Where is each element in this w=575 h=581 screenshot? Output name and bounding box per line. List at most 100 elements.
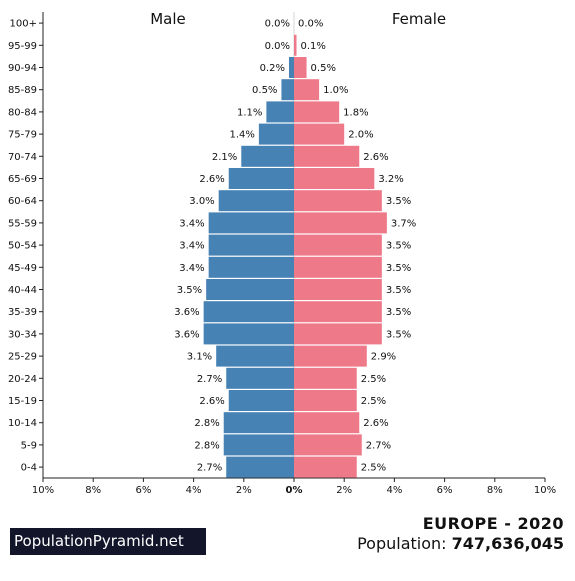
age-group-label: 35-39 [8, 307, 37, 318]
female-bar [294, 57, 307, 78]
population-total: Population: 747,636,045 [357, 534, 564, 553]
male-value-label: 0.0% [265, 19, 290, 30]
x-tick-label: 8% [487, 485, 503, 496]
male-value-label: 3.4% [179, 241, 204, 252]
age-group-label: 75-79 [8, 130, 37, 141]
female-value-label: 0.0% [298, 19, 323, 30]
female-bar [294, 101, 340, 123]
female-value-label: 0.5% [311, 63, 336, 74]
female-value-label: 2.5% [361, 374, 386, 385]
female-value-label: 3.5% [386, 263, 411, 274]
female-bar [294, 234, 382, 256]
x-tick-label: 4% [186, 485, 202, 496]
population-label: Population: [357, 534, 452, 553]
female-bar [294, 145, 360, 167]
female-value-label: 3.2% [378, 174, 403, 185]
female-bar [294, 34, 297, 56]
female-value-label: 1.0% [323, 85, 348, 96]
female-value-label: 3.5% [386, 329, 411, 340]
male-bar [203, 323, 294, 345]
age-group-label: 10-14 [8, 418, 37, 429]
age-group-label: 15-19 [8, 396, 37, 407]
age-group-label: 50-54 [8, 241, 37, 252]
male-bar [228, 390, 294, 411]
female-value-label: 1.8% [343, 107, 368, 118]
male-value-label: 3.6% [174, 307, 199, 318]
x-tick-label: 6% [135, 485, 151, 496]
male-value-label: 3.4% [179, 218, 204, 229]
female-value-label: 2.5% [361, 463, 386, 474]
female-value-label: 3.5% [386, 241, 411, 252]
x-tick-label: 6% [437, 485, 453, 496]
age-group-label: 60-64 [8, 196, 37, 207]
male-value-label: 2.7% [197, 374, 222, 385]
female-bar [294, 301, 382, 323]
female-bar [294, 123, 345, 145]
age-group-label: 100+ [10, 19, 37, 30]
male-value-label: 2.6% [199, 396, 224, 407]
female-bar [294, 434, 362, 456]
male-value-label: 2.7% [197, 463, 222, 474]
male-bar [241, 145, 294, 167]
female-bar [294, 367, 357, 389]
age-group-label: 55-59 [8, 218, 37, 229]
male-bar [226, 367, 294, 389]
male-value-label: 2.8% [194, 418, 219, 429]
male-bar [288, 57, 294, 78]
male-bar [216, 345, 294, 367]
female-bar [294, 390, 357, 411]
brand-logo[interactable]: PopulationPyramid.net [10, 528, 206, 555]
x-tick-label: 4% [386, 485, 402, 496]
male-value-label: 2.8% [194, 440, 219, 451]
female-bar [294, 456, 357, 478]
male-bar [281, 79, 294, 101]
age-group-label: 40-44 [8, 285, 37, 296]
male-bar [223, 412, 294, 434]
age-group-label: 0-4 [21, 463, 37, 474]
female-header: Female [392, 10, 446, 28]
male-value-label: 0.0% [265, 41, 290, 52]
age-group-label: 80-84 [8, 107, 37, 118]
region-year-title: EUROPE - 2020 [422, 514, 564, 533]
male-bar [206, 279, 294, 300]
female-value-label: 2.6% [363, 152, 388, 163]
age-group-label: 95-99 [8, 41, 37, 52]
male-header: Male [150, 10, 186, 28]
female-value-label: 2.5% [361, 396, 386, 407]
x-tick-label: 8% [85, 485, 101, 496]
female-bar [294, 168, 375, 189]
male-value-label: 3.1% [187, 352, 212, 363]
male-value-label: 2.1% [212, 152, 237, 163]
male-value-label: 0.5% [252, 85, 277, 96]
female-bar [294, 412, 360, 434]
male-bar [223, 434, 294, 456]
male-bar [228, 168, 294, 189]
female-value-label: 3.5% [386, 307, 411, 318]
male-bar [258, 123, 294, 145]
female-value-label: 2.0% [348, 130, 373, 141]
female-bar [294, 323, 382, 345]
male-value-label: 1.4% [229, 130, 254, 141]
male-value-label: 2.6% [199, 174, 224, 185]
female-bar [294, 279, 382, 300]
male-value-label: 3.5% [177, 285, 202, 296]
age-group-label: 65-69 [8, 174, 37, 185]
female-bar [294, 256, 382, 278]
female-value-label: 2.9% [371, 352, 396, 363]
male-bar [266, 101, 294, 123]
male-value-label: 1.1% [237, 107, 262, 118]
male-value-label: 3.6% [174, 329, 199, 340]
age-group-label: 5-9 [21, 440, 37, 451]
age-group-label: 20-24 [8, 374, 37, 385]
female-bar [294, 190, 382, 212]
male-value-label: 3.4% [179, 263, 204, 274]
x-tick-label: 10% [32, 485, 54, 496]
male-bar [203, 301, 294, 323]
x-tick-label: 10% [534, 485, 556, 496]
female-value-label: 2.6% [363, 418, 388, 429]
female-bar [294, 79, 320, 101]
population-value: 747,636,045 [451, 534, 564, 553]
age-group-label: 90-94 [8, 63, 37, 74]
x-tick-label: 2% [336, 485, 352, 496]
age-group-label: 45-49 [8, 263, 37, 274]
